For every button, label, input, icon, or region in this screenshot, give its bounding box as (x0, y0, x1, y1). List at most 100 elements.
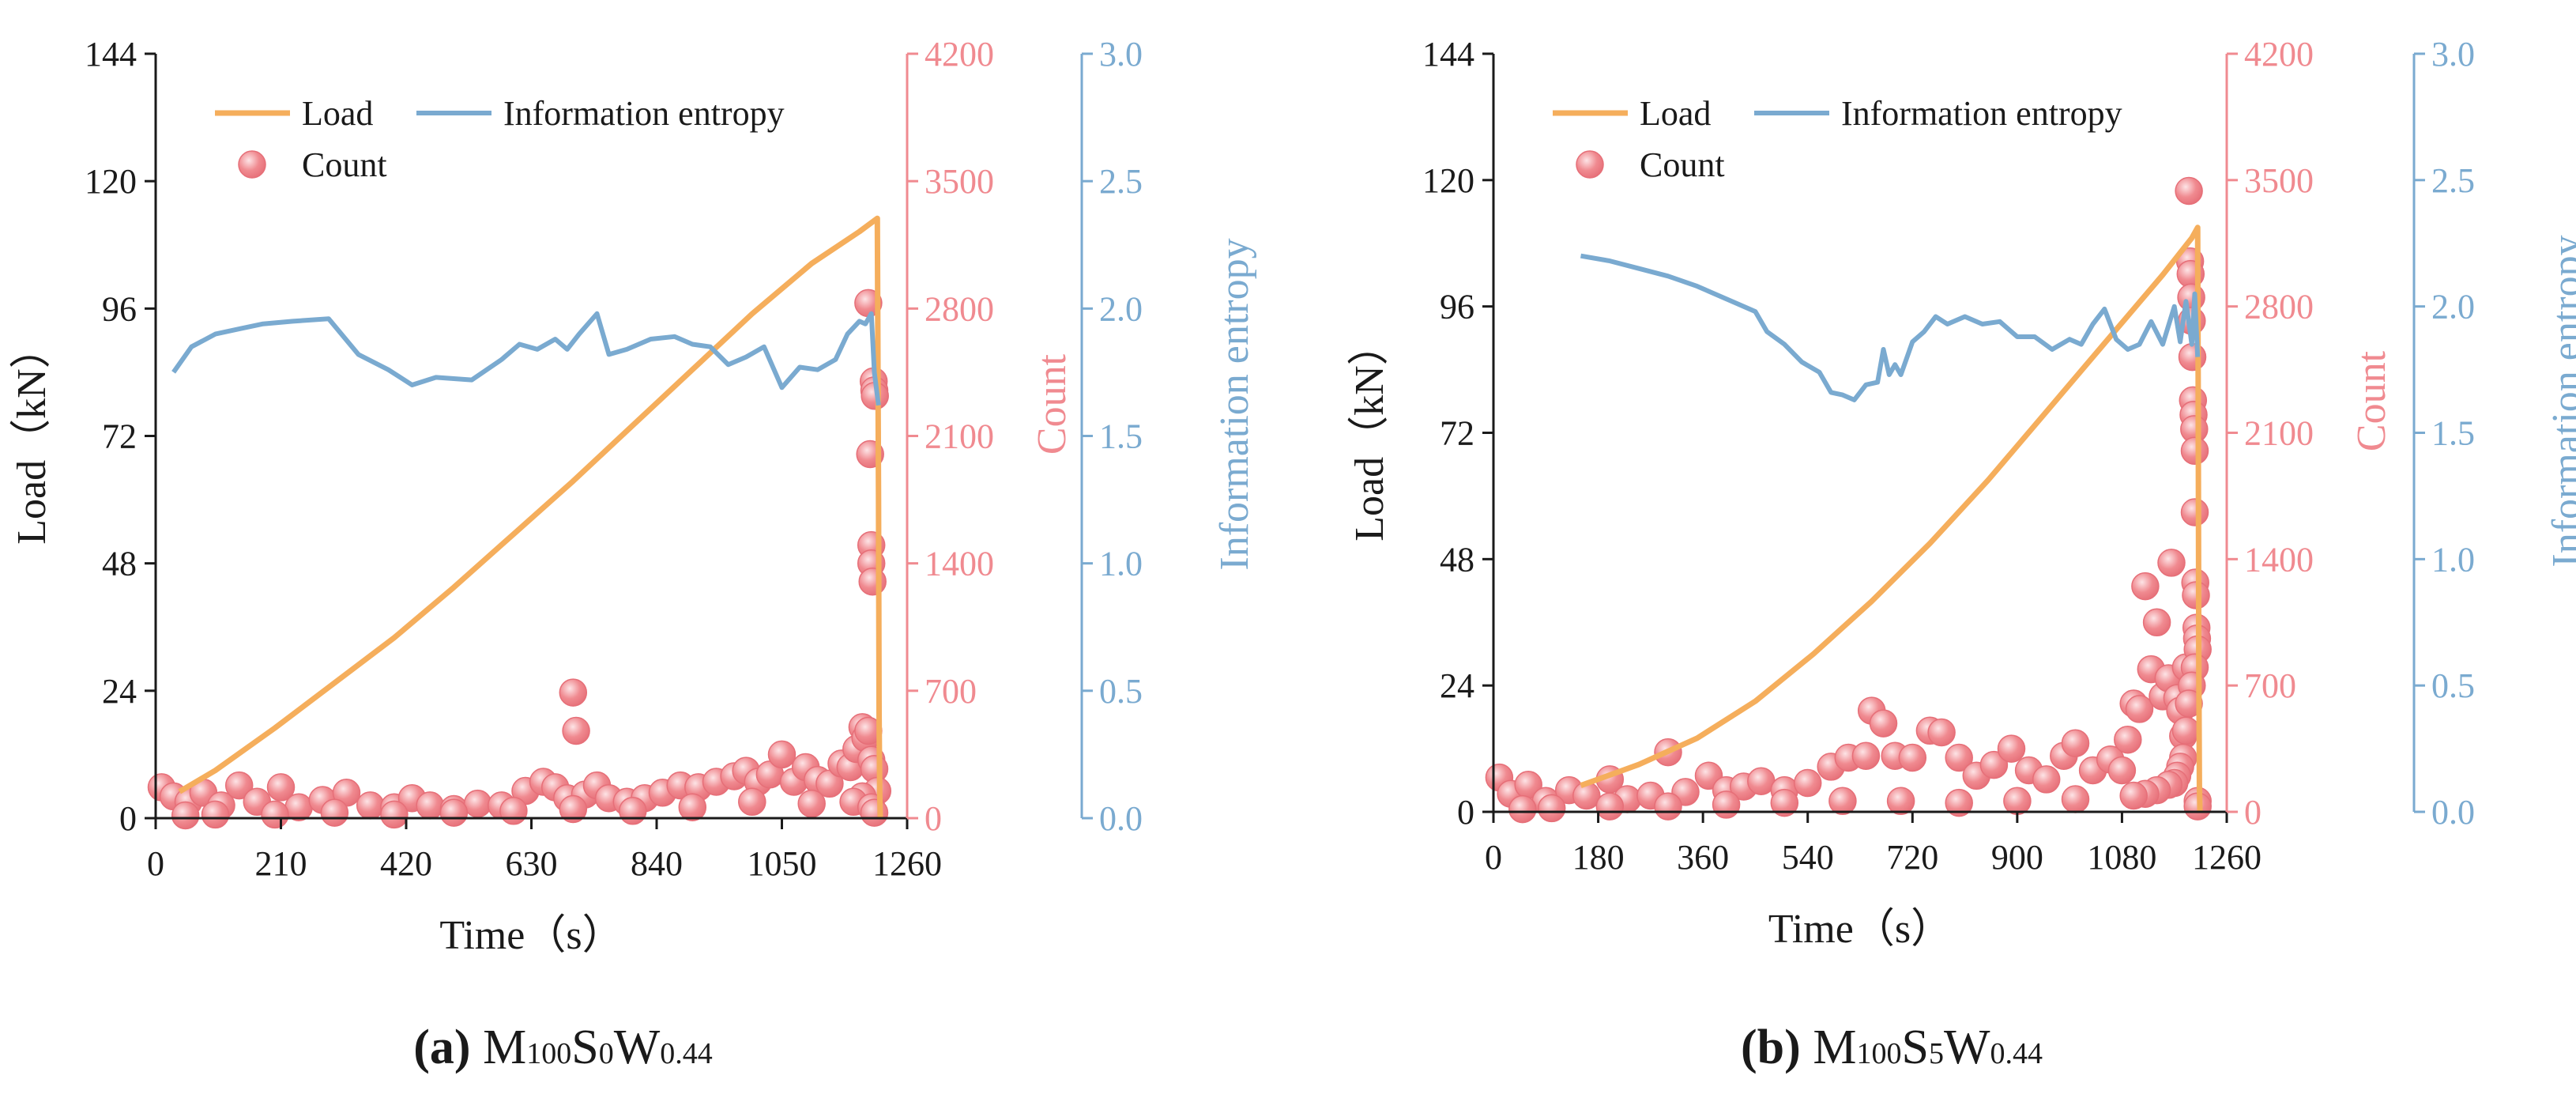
y-tick-label: 120 (85, 162, 137, 201)
count-tick-label: 1400 (925, 545, 994, 583)
caption-close: ) (454, 1021, 483, 1074)
caption-symbol: S (571, 1021, 598, 1074)
information-entropy-line (1580, 253, 2201, 402)
legend-count-label: Count (1640, 145, 1725, 184)
count-point (1886, 787, 1915, 816)
count-point (1869, 709, 1898, 738)
entropy-tick-label: 0.5 (2431, 666, 2475, 705)
entropy-tick-label: 1.5 (2431, 414, 2475, 453)
count-point (2142, 608, 2171, 637)
entropy-tick-label: 1.0 (2431, 540, 2475, 579)
y-tick-label: 144 (1422, 35, 1474, 74)
legend-entropy-label: Information entropy (1841, 94, 2122, 133)
caption-subscript: 100 (526, 1037, 571, 1070)
count-point (1927, 718, 1956, 747)
y-tick-label: 24 (102, 672, 137, 711)
count-point (678, 793, 707, 821)
x-axis-title: Time（s） (1768, 907, 1952, 952)
y-tick-label: 144 (85, 35, 137, 74)
count-tick-label: 4200 (925, 35, 994, 74)
count-tick-label: 2100 (925, 417, 994, 456)
count-tick-label: 4200 (2244, 35, 2314, 74)
count-point (201, 800, 230, 829)
count-point (463, 789, 492, 818)
count-point (1945, 743, 1973, 772)
count-point (1712, 790, 1741, 819)
count-point (1654, 792, 1682, 821)
count-point (261, 800, 289, 829)
count-tick-label: 3500 (2244, 161, 2314, 200)
information-entropy-line (171, 311, 881, 406)
y-tick-label: 0 (119, 799, 137, 838)
x-tick-label: 630 (506, 844, 558, 883)
y-tick-label: 48 (102, 545, 137, 583)
count-point (380, 800, 409, 829)
count-point (2061, 785, 2090, 813)
count-point (266, 773, 296, 802)
load-line (1580, 225, 2203, 813)
count-scatter-series (147, 289, 892, 830)
x-tick-label: 0 (1485, 838, 1502, 877)
count-point (797, 789, 826, 818)
entropy-tick-label: 2.0 (1099, 289, 1143, 328)
count-point (1770, 788, 1799, 817)
count-point (1997, 734, 2026, 763)
caption-symbol: W (1944, 1021, 1990, 1074)
count-point (559, 794, 588, 824)
count-tick-label: 2800 (925, 289, 994, 328)
y-tick-label: 24 (1440, 666, 1474, 705)
entropy-tick-label: 3.0 (1099, 35, 1143, 74)
entropy-tick-label: 2.5 (1099, 162, 1143, 201)
x-tick-label: 180 (1572, 838, 1625, 877)
legend-load-label: Load (302, 94, 373, 133)
count-tick-label: 2800 (2244, 288, 2314, 326)
count-point (2119, 781, 2148, 810)
count-point (562, 716, 590, 745)
count-point (171, 801, 200, 830)
caption-symbol: M (483, 1021, 526, 1074)
count-point (858, 567, 887, 596)
count-point (1595, 792, 1625, 821)
count-point (767, 740, 797, 769)
x-tick-label: 720 (1886, 838, 1938, 877)
x-tick-label: 540 (1782, 838, 1834, 877)
entropy-tick-label: 0.0 (2431, 793, 2475, 832)
legend-count-swatch (1576, 150, 1604, 179)
count-point (559, 678, 588, 707)
x-tick-label: 420 (380, 844, 432, 883)
legend-count-label: Count (302, 145, 387, 184)
load-line (178, 215, 883, 819)
caption-close: ) (1784, 1021, 1813, 1074)
count-tick-label: 0 (2244, 793, 2262, 832)
entropy-tick-label: 2.0 (2431, 288, 2475, 326)
count-tick-label: 3500 (925, 162, 994, 201)
x-tick-label: 210 (255, 844, 307, 883)
count-point (2157, 549, 2186, 577)
count-point (1828, 787, 1857, 816)
y-tick-label: 72 (102, 417, 137, 456)
count-axis-title: Count (1030, 353, 1075, 455)
y-tick-label: 48 (1440, 540, 1474, 579)
count-point (2061, 729, 2090, 757)
x-tick-label: 900 (1991, 838, 2043, 877)
entropy-axis-title: Information entropy (1212, 238, 1257, 570)
count-point (619, 797, 647, 825)
count-point (2131, 572, 2160, 601)
count-point (320, 798, 349, 827)
caption-subscript: 5 (1929, 1037, 1944, 1070)
count-point (738, 787, 766, 817)
count-scatter-series (1485, 176, 2212, 824)
legend-load-label: Load (1640, 94, 1711, 133)
panel-caption: (a) M100S0W0.44 (413, 1021, 712, 1074)
caption-subscript: 0 (599, 1037, 614, 1070)
caption-letter: a (430, 1021, 454, 1074)
count-point (2003, 787, 2032, 816)
legend-count-swatch (238, 150, 266, 179)
chart-panel-a: 0 210 420 630 840 1050 1260 0 24 48 72 96 120 144 0 700… (9, 35, 1257, 1074)
y-tick-label: 120 (1422, 161, 1474, 200)
caption-symbol: M (1813, 1021, 1856, 1074)
x-tick-label: 1260 (2192, 838, 2262, 877)
caption-symbol: W (614, 1021, 661, 1074)
count-point (2114, 725, 2142, 754)
